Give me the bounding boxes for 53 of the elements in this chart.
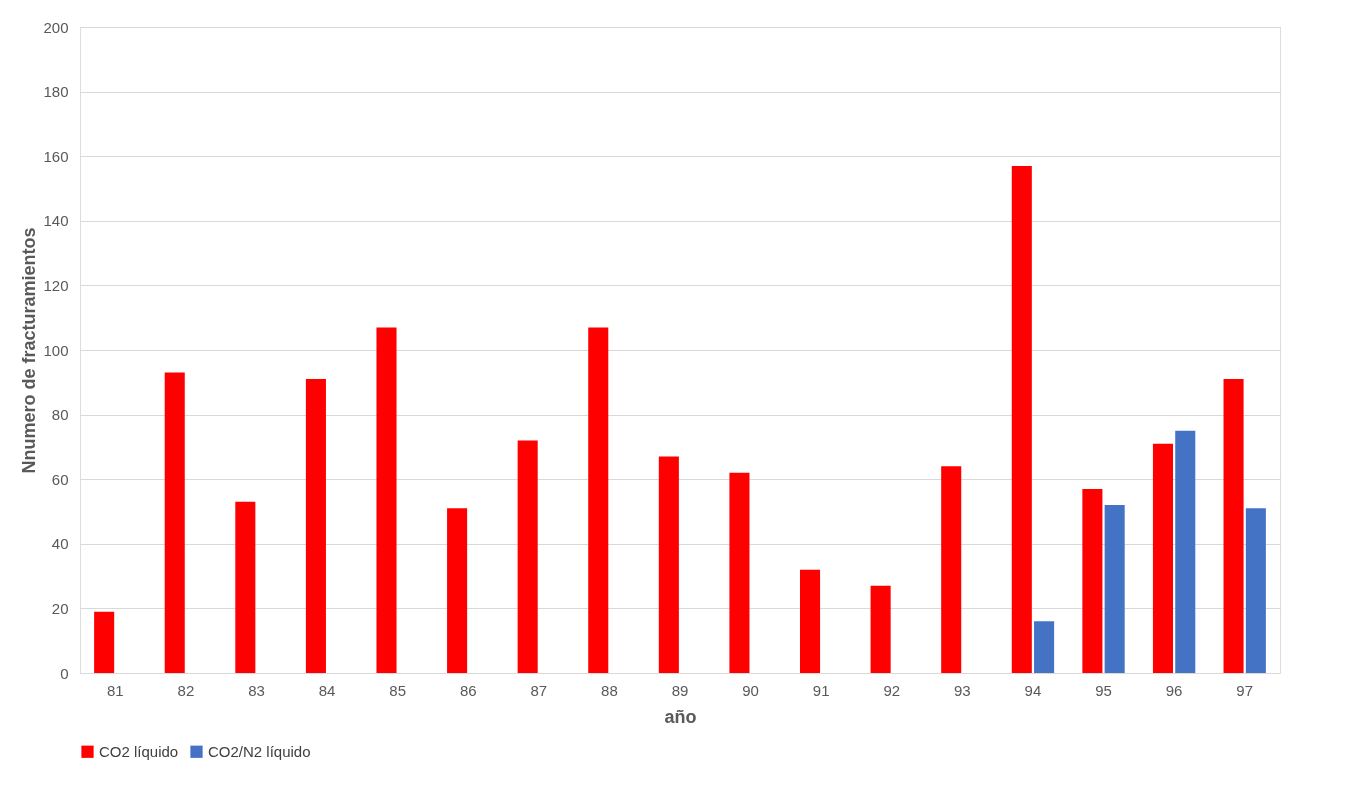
- x-tick-label: 90: [742, 681, 759, 699]
- bar: [588, 327, 609, 673]
- bar: [94, 611, 115, 673]
- x-tick-label: 97: [1236, 681, 1254, 699]
- y-tick-label: 180: [43, 83, 69, 101]
- bar: [1245, 508, 1266, 673]
- x-tick-label: 93: [954, 681, 971, 699]
- legend-label: CO2/N2 líquido: [208, 742, 311, 760]
- bar: [1223, 379, 1244, 673]
- y-tick-label: 20: [51, 599, 69, 617]
- bar: [1011, 165, 1032, 673]
- x-tick-label: 96: [1165, 681, 1183, 699]
- bar: [1082, 488, 1103, 673]
- bar: [517, 440, 538, 673]
- bar: [235, 501, 256, 673]
- bar: [658, 456, 679, 673]
- x-tick-label: 94: [1024, 681, 1042, 699]
- y-axis-title: Nnumero de fracturamientos: [19, 227, 40, 474]
- x-tick-label: 92: [883, 681, 901, 699]
- legend-label: CO2 líquido: [99, 742, 179, 760]
- x-tick-label: 91: [812, 681, 830, 699]
- x-tick-label: 88: [601, 681, 618, 699]
- bar: [1034, 621, 1055, 673]
- x-tick-label: 83: [248, 681, 265, 699]
- x-tick-label: 85: [389, 681, 406, 699]
- bar: [447, 508, 468, 673]
- bar: [729, 472, 750, 673]
- y-tick-label: 0: [60, 664, 69, 682]
- y-tick-label: 200: [43, 18, 69, 36]
- bar: [1104, 505, 1125, 673]
- y-tick-label: 160: [43, 147, 69, 165]
- x-tick-label: 82: [177, 681, 195, 699]
- bar: [941, 466, 962, 673]
- x-tick-label: 86: [459, 681, 477, 699]
- y-tick-label: 140: [43, 212, 69, 230]
- bar: [800, 569, 821, 673]
- y-tick-label: 40: [51, 535, 69, 553]
- bar: [164, 372, 185, 673]
- bar: [376, 327, 397, 673]
- x-tick-label: 95: [1095, 681, 1112, 699]
- x-tick-label: 89: [671, 681, 689, 699]
- x-axis-title: año: [664, 706, 697, 727]
- bar: [1175, 430, 1196, 673]
- x-tick-label: 84: [318, 681, 336, 699]
- y-tick-label: 80: [51, 406, 69, 424]
- bar: [870, 585, 891, 673]
- bar: [1152, 443, 1173, 673]
- x-tick-label: 81: [106, 681, 124, 699]
- y-tick-label: 60: [51, 470, 69, 488]
- y-tick-label: 120: [43, 276, 69, 294]
- bar: [305, 379, 326, 673]
- x-tick-label: 87: [530, 681, 548, 699]
- y-tick-label: 100: [43, 341, 69, 359]
